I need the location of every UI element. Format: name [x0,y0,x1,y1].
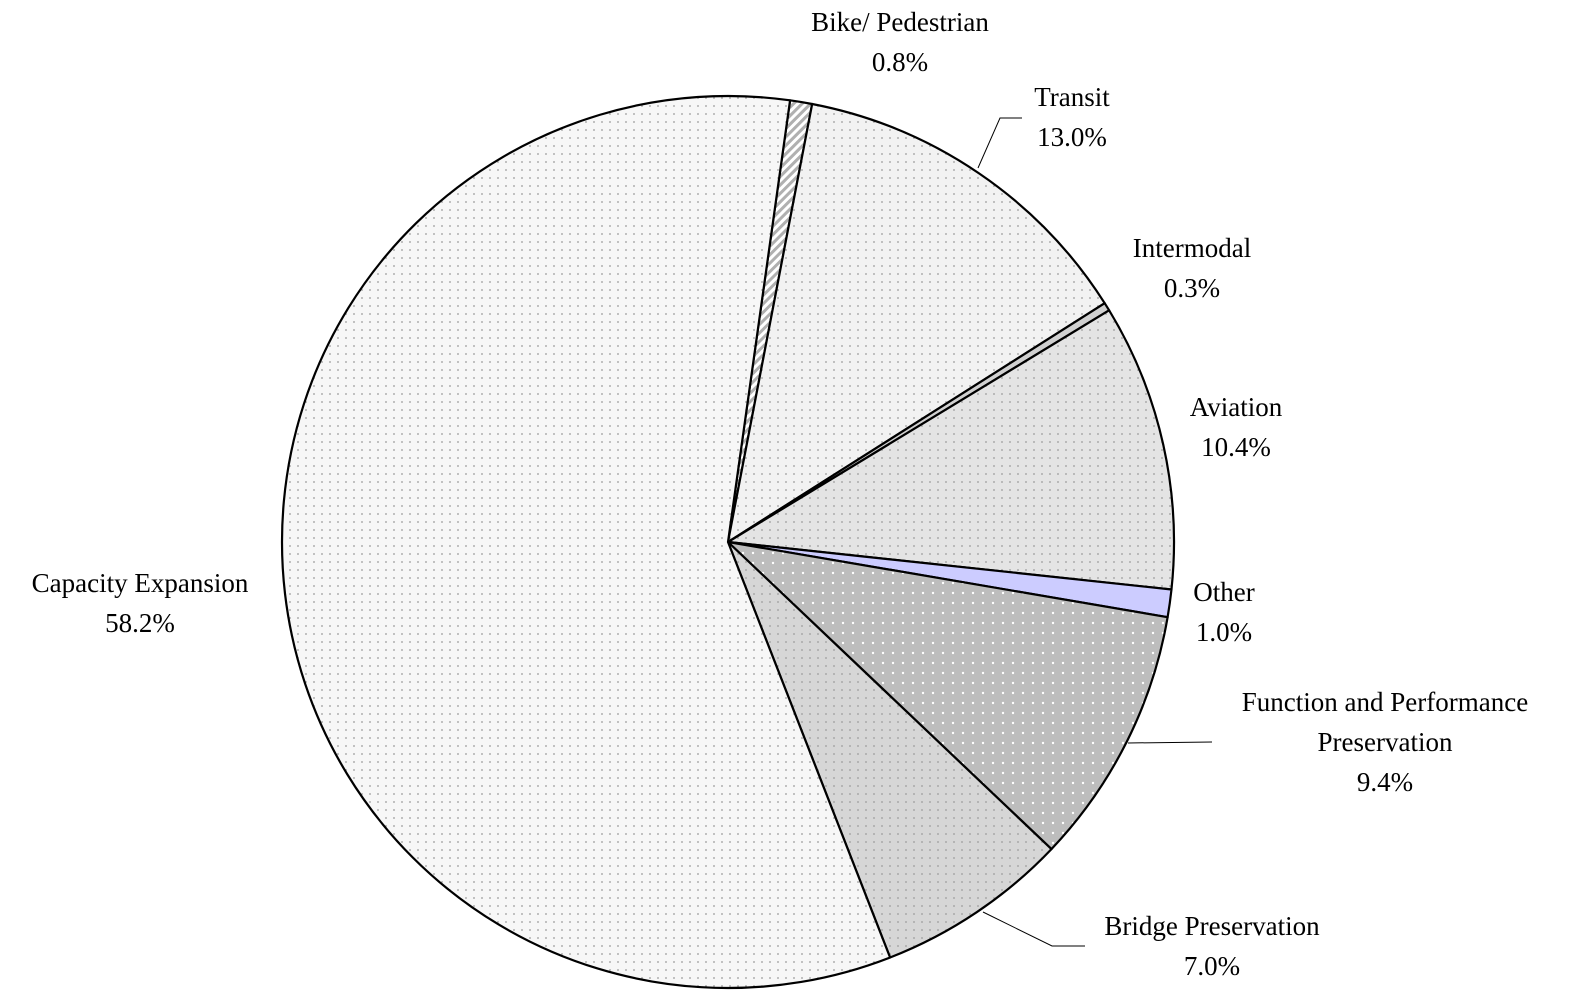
slice-pattern [728,310,1174,590]
slice-label: Aviation 10.4% [1190,387,1282,467]
label-name: Capacity Expansion [31,568,249,598]
slice-label: Function and Performance Preservation 9.4… [1210,682,1560,802]
slice-label: Intermodal 0.3% [1133,228,1251,308]
label-value: 1.0% [1195,617,1253,647]
slice-pattern [282,95,891,988]
label-name: Bridge Preservation [1104,911,1320,941]
label-name: Other [1193,577,1255,607]
label-value: 0.3% [1163,273,1221,303]
label-name: Transit [1034,82,1110,112]
label-name: Aviation [1189,392,1283,422]
label-value: 0.8% [871,47,929,77]
slice-outline [726,102,1106,544]
slice-outline [726,309,1176,591]
leader-line [977,117,1022,169]
slice-pattern [728,104,1105,543]
label-value: 7.0% [1183,951,1241,981]
slice-label: Capacity Expansion 58.2% [32,563,249,643]
label-name: Intermodal [1132,233,1252,263]
slice-outline [726,540,1053,959]
slice-label: Bridge Preservation 7.0% [1104,906,1319,986]
label-name: Function and Performance Preservation [1241,687,1529,757]
slice-label: Other 1.0% [1193,572,1254,652]
label-value: 58.2% [105,608,175,638]
slice-label: Transit 13.0% [1034,77,1110,157]
label-name: Bike/ Pedestrian [811,7,989,37]
leader-line [1127,741,1213,744]
label-value: 13.0% [1037,122,1107,152]
slice-pattern [728,542,1168,850]
label-value: 9.4% [1356,767,1414,797]
slice-pattern [728,542,1052,958]
slice-outline [280,94,892,990]
slice-outline [726,540,1169,851]
leader-line [982,911,1085,947]
slice-label: Bike/ Pedestrian 0.8% [811,2,989,82]
label-value: 10.4% [1201,432,1271,462]
